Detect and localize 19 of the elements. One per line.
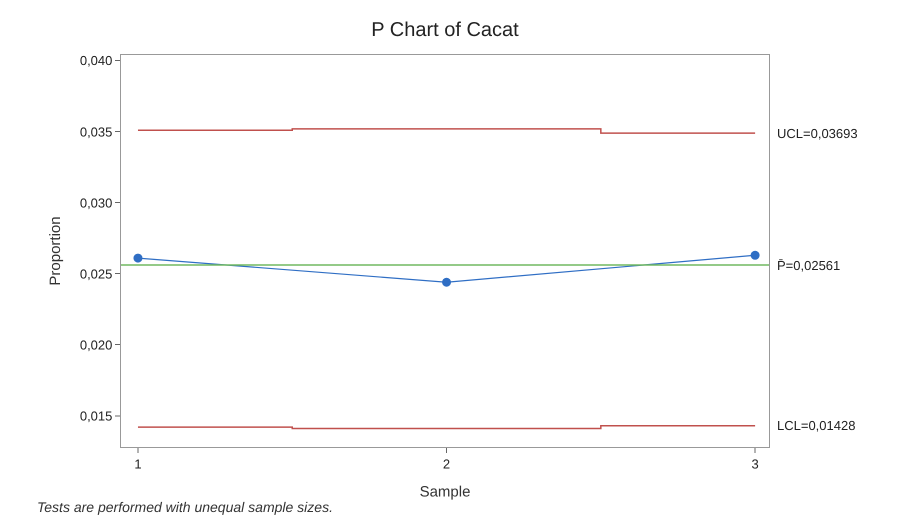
chart-title: P Chart of Cacat <box>371 18 520 41</box>
y-tick-label: 0,030 <box>80 195 112 210</box>
ref-line-label: P̄=0,02561 <box>777 258 840 273</box>
series-label: UCL=0,03693 <box>777 126 858 141</box>
x-tick-label: 2 <box>442 456 450 472</box>
point <box>133 254 142 263</box>
x-tick-label: 1 <box>134 456 142 472</box>
y-tick-label: 0,035 <box>80 124 112 140</box>
y-tick-label: 0,015 <box>80 408 112 424</box>
y-tick-label: 0,025 <box>80 266 112 282</box>
x-tick-label: 3 <box>751 456 759 472</box>
point <box>442 278 452 287</box>
y-tick-label: 0,020 <box>80 337 112 352</box>
point <box>750 250 760 260</box>
text: Tests are performed with unequal sample sizes. <box>37 499 333 515</box>
y-tick-label: 0,040 <box>80 53 112 68</box>
series-label: LCL=0,01428 <box>777 418 856 433</box>
y-axis-title: Proportion <box>47 216 64 286</box>
x-axis-title: Sample <box>420 484 470 501</box>
